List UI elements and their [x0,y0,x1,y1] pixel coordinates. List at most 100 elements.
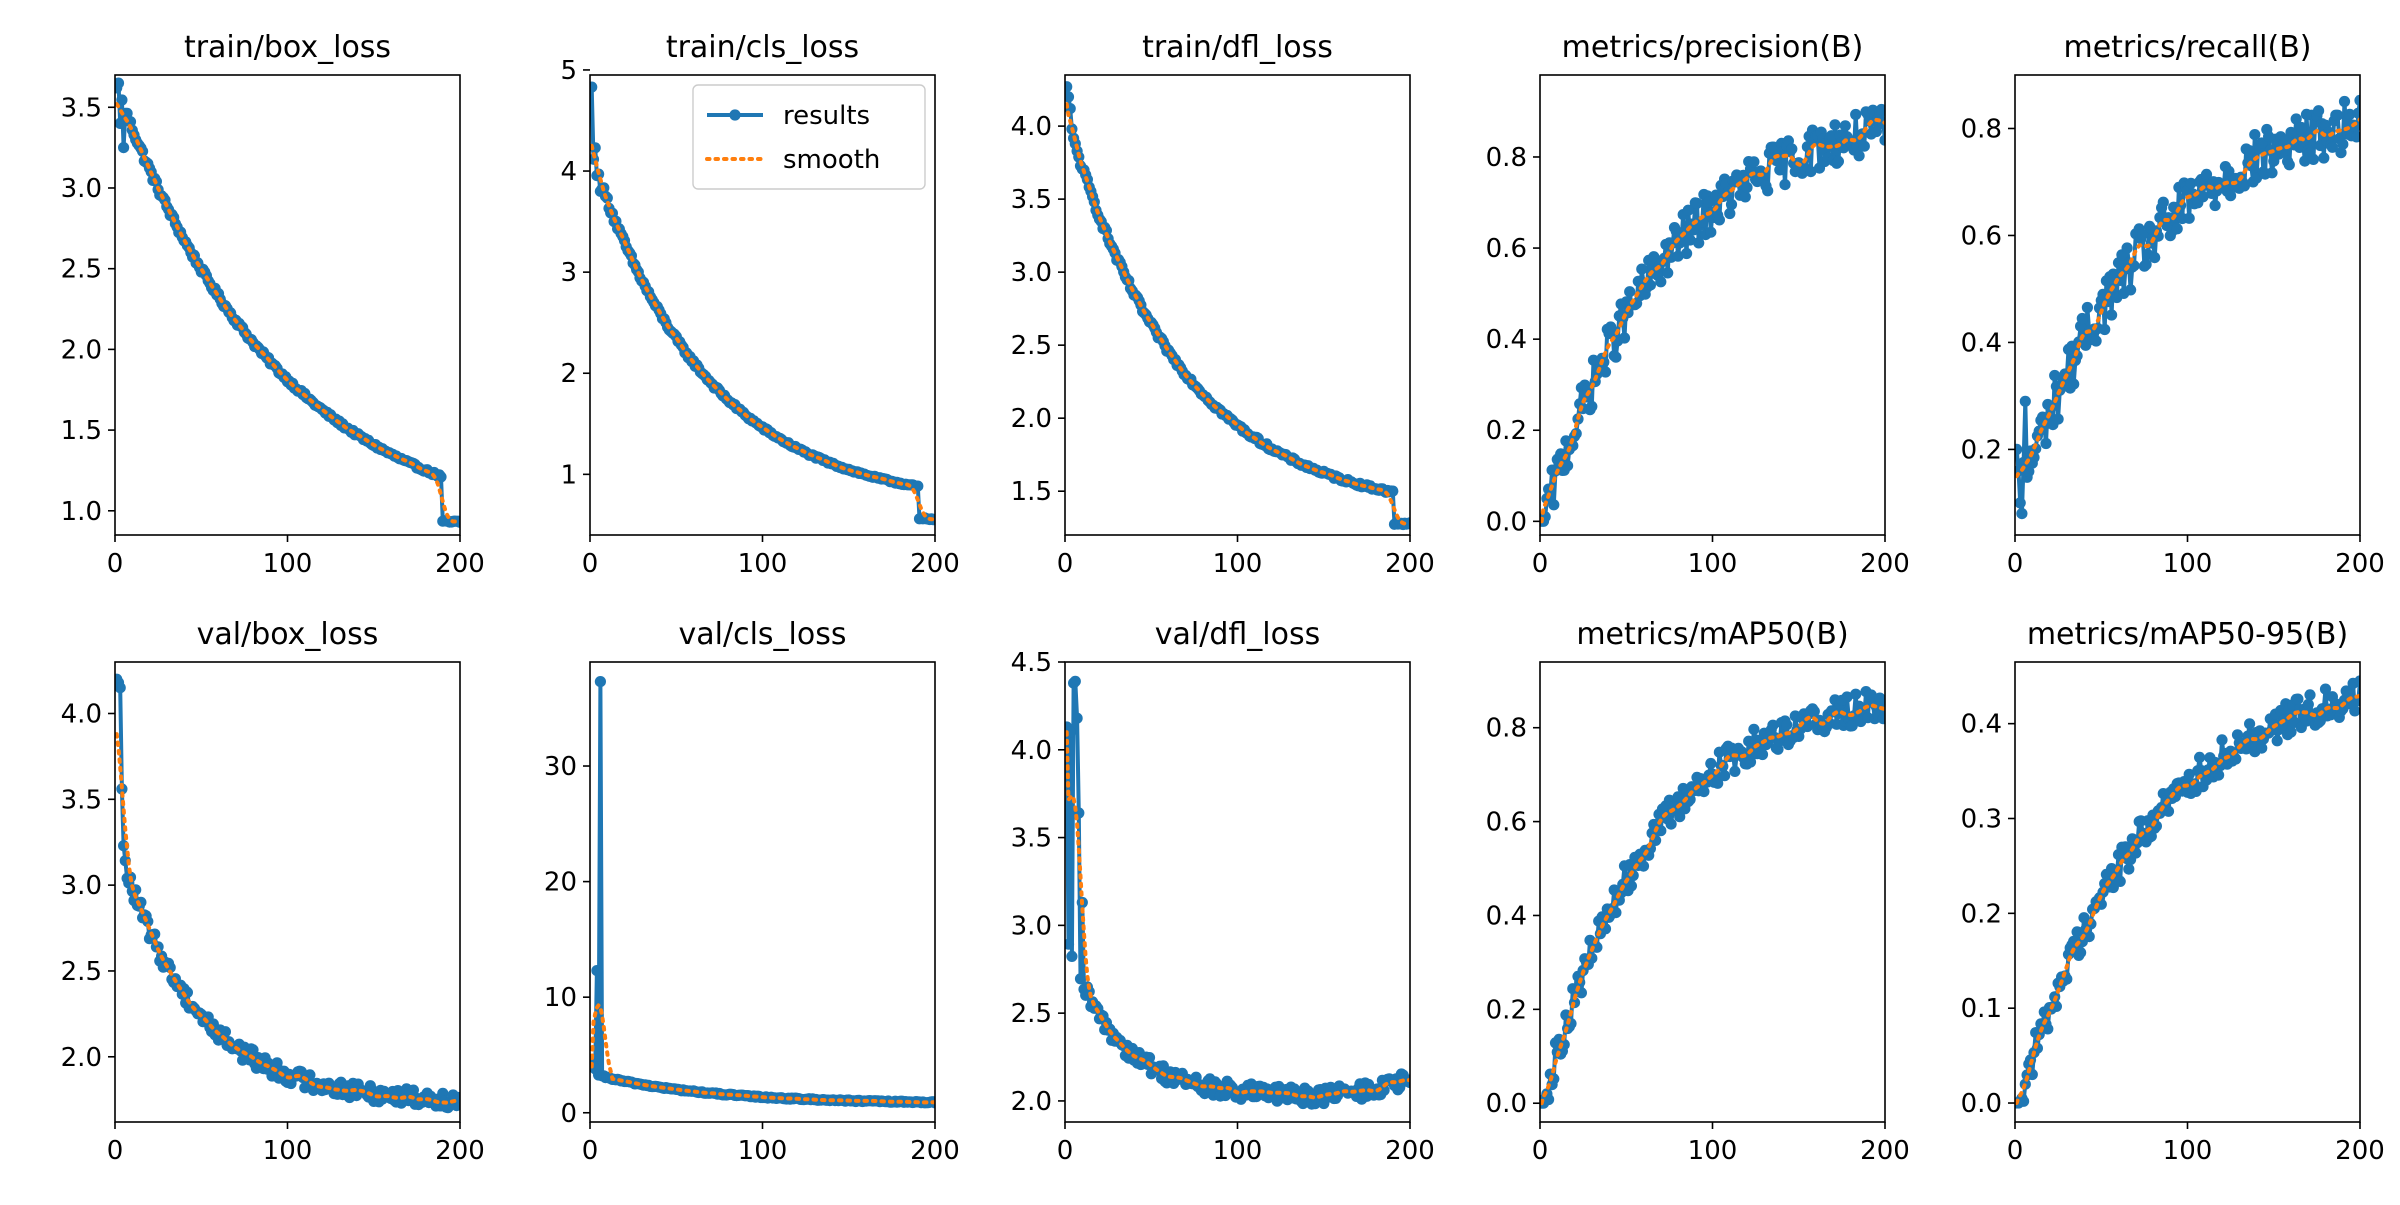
x-tick-label: 100 [738,1136,788,1166]
chart-train-box-loss: train/box_loss 0 100 200 1.0 1.5 2.0 2.5 3.0 3.5 [61,30,485,579]
chart-metrics-precision-b: metrics/precision(B) 0 100 200 0.0 0.2 0.4 0.6 0… [1486,30,1910,579]
data-point [1325,1081,1337,1093]
x-tick-label: 0 [1057,549,1074,579]
y-tick-label: 0.4 [1486,901,1527,931]
chart-title: metrics/recall(B) [2063,30,2311,65]
x-tick-label: 200 [910,1136,960,1166]
data-point [1705,226,1717,238]
plot-area [2015,675,2360,1109]
data-point [2052,413,2064,425]
data-point [1665,818,1677,830]
chart-metrics-map50-95-b: metrics/mAP50-95(B) 0 100 200 0.0 0.1 0.2 0.3 0.… [1961,617,2385,1166]
data-point [2157,196,2169,208]
data-point [2119,841,2131,853]
data-point [1767,719,1779,731]
data-point [1670,225,1682,237]
data-point [115,117,126,129]
data-point [1636,263,1648,275]
data-point [2271,735,2283,747]
data-point [454,1095,460,1107]
data-point [2042,1023,2054,1035]
x-tick-label: 200 [435,1136,485,1166]
data-point [2304,689,2316,701]
y-tick-label: 5 [560,56,577,86]
data-point [1774,164,1786,176]
plot-area [115,77,460,528]
y-tick-label: 0.0 [1486,1089,1527,1119]
data-point [1065,938,1075,950]
x-tick-label: 100 [263,1136,313,1166]
data-point [2019,395,2031,407]
legend-box [692,84,926,190]
x-tick-label: 0 [582,1136,599,1166]
y-tick-label: 2.0 [1011,404,1052,434]
series-results-markers [590,676,935,1109]
y-tick-label: 0.2 [1961,435,2002,465]
data-point [2040,437,2052,450]
data-point [1805,166,1817,178]
data-point [2114,875,2126,888]
y-tick-label: 30 [544,752,577,782]
plot-area [1065,81,1410,531]
y-tick-label: 3.0 [61,174,102,204]
y-tick-label: 3.5 [1011,185,1052,215]
y-tick-label: 1.0 [61,497,102,527]
data-point [2223,165,2235,177]
data-point [1404,517,1410,529]
x-tick-label: 100 [738,549,788,579]
plot-area [1540,103,1885,527]
data-point [2162,805,2175,817]
y-tick-label: 0.6 [1486,808,1527,838]
data-point [1625,880,1637,892]
data-point [2140,258,2152,271]
y-tick-label: 1.5 [61,416,102,446]
data-point [2292,693,2304,705]
data-point [1841,691,1853,703]
data-point [1703,196,1715,208]
series-smooth-line [1065,730,1410,1100]
data-point [2209,199,2221,212]
y-tick-label: 1.5 [1011,477,1052,507]
axes-frame [114,661,461,1123]
y-tick-label: 4 [560,157,577,187]
y-tick-label: 0.2 [1961,899,2002,929]
data-point [2337,138,2349,150]
data-point [1850,688,1862,700]
y-tick-label: 0.4 [1961,328,2002,358]
data-point [2149,252,2161,264]
data-point [2352,107,2360,119]
series-smooth-line [115,732,460,1105]
data-point [2200,168,2213,180]
y-tick-label: 2 [560,359,577,389]
data-point [2083,931,2095,943]
data-point [2332,109,2344,121]
series-results-markers [2015,94,2360,520]
axes-frame [1064,661,1411,1123]
data-point [392,1085,404,1097]
data-point [1829,119,1841,131]
x-tick-label: 200 [910,549,960,579]
chart-title: metrics/mAP50(B) [1576,617,1848,652]
series-results-line [115,678,460,1110]
chart-train-dfl-loss: train/dfl_loss 0 100 200 1.5 2.0 2.5 3.0 3.5 4.0 [1011,30,1435,579]
data-point [115,77,125,89]
y-tick-label: 4.5 [1011,648,1052,678]
data-point [2290,113,2302,125]
data-point [2016,507,2028,520]
data-point [1858,140,1870,152]
data-point [118,142,130,154]
data-point [1850,108,1862,121]
data-point [2183,212,2195,224]
data-point [2099,323,2111,336]
data-point [1693,237,1705,249]
data-point [2018,1095,2030,1107]
data-point [1655,276,1667,288]
axes-frame [2014,661,2361,1123]
data-point [1801,720,1813,733]
data-point [1560,1009,1572,1021]
chart-metrics-recall-b: metrics/recall(B) 0 100 200 0.2 0.4 0.6 0.8 [1961,30,2385,579]
data-point [1698,786,1710,798]
data-point [1562,460,1574,472]
series-smooth-line [1065,102,1410,526]
data-point [2307,153,2319,165]
